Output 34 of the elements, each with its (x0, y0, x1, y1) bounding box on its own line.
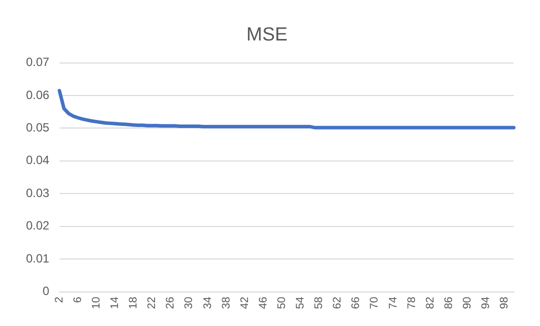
y-tick-label: 0.07 (26, 55, 50, 70)
x-tick-label: 94 (480, 296, 492, 310)
y-tick-label: 0.03 (26, 186, 50, 200)
x-tick-label: 18 (128, 296, 140, 310)
x-tick-label: 54 (294, 296, 307, 310)
x-tick-label: 46 (257, 296, 270, 310)
x-tick-label: 98 (498, 296, 511, 310)
x-tick-label: 86 (442, 296, 455, 310)
x-tick-label: 78 (406, 296, 418, 310)
x-tick-label: 6 (72, 296, 84, 303)
x-tick-label: 22 (146, 296, 158, 310)
y-tick-label: 0.06 (26, 88, 50, 102)
x-tick-label: 38 (220, 296, 232, 310)
y-tick-label: 0.01 (26, 251, 50, 266)
x-tick-label: 14 (109, 296, 122, 310)
x-tick-label: 2 (53, 296, 66, 303)
y-tick-label: 0.02 (26, 218, 50, 233)
y-tick-label: 0.05 (26, 120, 50, 135)
x-tick-label: 34 (202, 296, 214, 310)
x-tick-label: 30 (183, 296, 196, 310)
x-tick-label: 90 (461, 296, 474, 310)
y-tick-label: 0.04 (26, 153, 50, 168)
y-tick-label: 0 (42, 284, 50, 298)
x-tick-label: 50 (276, 296, 288, 310)
chart-title: MSE (246, 24, 288, 46)
x-tick-label: 66 (350, 296, 362, 310)
x-tick-label: 10 (90, 296, 102, 310)
x-tick-label: 74 (387, 296, 400, 310)
x-tick-label: 58 (313, 296, 326, 310)
x-tick-label: 82 (424, 296, 436, 310)
x-tick-label: 26 (164, 296, 177, 310)
x-tick-label: 70 (368, 296, 381, 310)
x-tick-label: 42 (238, 296, 251, 310)
x-tick-label: 62 (332, 296, 344, 310)
